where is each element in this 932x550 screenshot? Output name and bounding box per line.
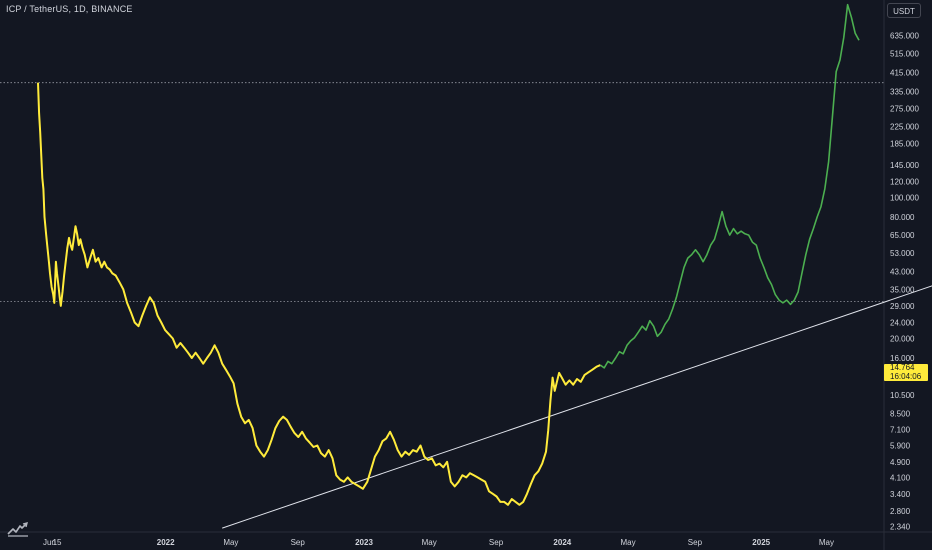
y-tick-label-3: 415.000 (890, 69, 919, 78)
y-tick-label-4: 335.000 (890, 87, 919, 96)
x-tick-label-2: 15 (53, 538, 62, 547)
x-tick-label-5: Sep (291, 538, 306, 547)
y-tick-label-7: 185.000 (890, 139, 919, 148)
y-tick-label-16: 29.000 (890, 302, 915, 311)
y-tick-label-8: 145.000 (890, 161, 919, 170)
price-line-history (37, 82, 601, 506)
y-tick-label-23: 5.900 (890, 442, 911, 451)
x-tick-label-8: Sep (489, 538, 504, 547)
y-tick-label-19: 16.000 (890, 354, 915, 363)
y-tick-label-18: 20.000 (890, 334, 915, 343)
y-tick-label-17: 24.000 (890, 318, 915, 327)
y-tick-label-2: 515.000 (890, 50, 919, 59)
currency-button[interactable]: USDT (887, 3, 921, 18)
x-tick-label-7: May (422, 538, 437, 547)
y-tick-label-24: 4.900 (890, 458, 911, 467)
x-tick-label-1: Jun (43, 538, 56, 547)
y-tick-label-27: 2.800 (890, 507, 911, 516)
y-tick-label-14: 43.000 (890, 267, 915, 276)
y-tick-label-6: 225.000 (890, 122, 919, 131)
x-tick-label-11: Sep (688, 538, 703, 547)
y-tick-label-26: 3.400 (890, 490, 911, 499)
y-tick-label-21: 8.500 (890, 410, 911, 419)
current-price-badge: 14.764 16:04:06 (884, 363, 928, 381)
bar-countdown: 16:04:06 (890, 371, 922, 381)
x-tick-label-9: 2024 (553, 538, 571, 547)
y-tick-label-9: 120.000 (890, 177, 919, 186)
y-tick-label-25: 4.100 (890, 473, 911, 482)
x-tick-label-10: May (621, 538, 636, 547)
trendline (222, 285, 932, 529)
tradingview-logo-icon[interactable] (6, 520, 30, 538)
x-tick-label-4: May (223, 538, 238, 547)
y-tick-label-15: 35.000 (890, 285, 915, 294)
y-tick-label-28: 2.340 (890, 523, 911, 532)
y-tick-label-13: 53.000 (890, 249, 915, 258)
y-tick-label-22: 7.100 (890, 425, 911, 434)
symbol-title: ICP / TetherUS, 1D, BINANCE (6, 4, 133, 14)
x-tick-label-13: May (819, 538, 834, 547)
x-tick-label-12: 2025 (752, 538, 770, 547)
y-tick-label-20: 10.500 (890, 391, 915, 400)
y-tick-label-10: 100.000 (890, 193, 919, 202)
current-price-value: 14.764 (890, 363, 915, 372)
x-tick-label-6: 2023 (355, 538, 373, 547)
price-line-projection (599, 3, 860, 369)
y-tick-label-5: 275.000 (890, 105, 919, 114)
x-tick-label-3: 2022 (157, 538, 175, 547)
y-tick-label-1: 635.000 (890, 31, 919, 40)
y-tick-label-12: 65.000 (890, 231, 915, 240)
y-tick-label-11: 80.000 (890, 213, 915, 222)
